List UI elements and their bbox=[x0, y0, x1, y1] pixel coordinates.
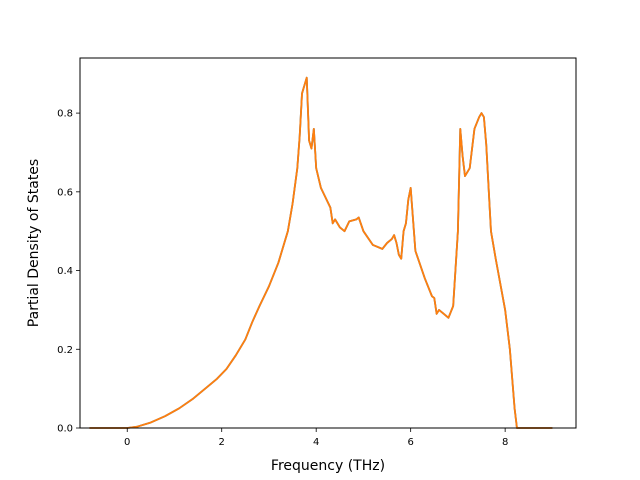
x-tick-label: 0 bbox=[124, 437, 130, 448]
y-tick-label: 0.4 bbox=[57, 266, 73, 277]
axes-frame bbox=[79, 57, 577, 429]
series-line-2 bbox=[89, 76, 553, 429]
y-tick-label: 0.0 bbox=[57, 424, 73, 435]
x-tick-label: 8 bbox=[502, 437, 508, 448]
x-tick-label: 4 bbox=[313, 437, 319, 448]
plot-area bbox=[80, 58, 576, 428]
y-tick-label: 0.2 bbox=[57, 345, 73, 356]
series-layer bbox=[89, 76, 553, 429]
x-tick-label: 6 bbox=[407, 437, 413, 448]
x-ticks: 0 2 4 6 8 bbox=[124, 428, 508, 448]
x-axis-label: Frequency (THz) bbox=[271, 458, 385, 474]
x-tick-label: 2 bbox=[219, 437, 225, 448]
y-tick-label: 0.8 bbox=[57, 109, 73, 120]
y-ticks: 0.0 0.2 0.4 0.6 0.8 bbox=[57, 109, 80, 435]
y-tick-label: 0.6 bbox=[57, 187, 73, 198]
y-axis-label: Partial Density of States bbox=[26, 159, 42, 327]
